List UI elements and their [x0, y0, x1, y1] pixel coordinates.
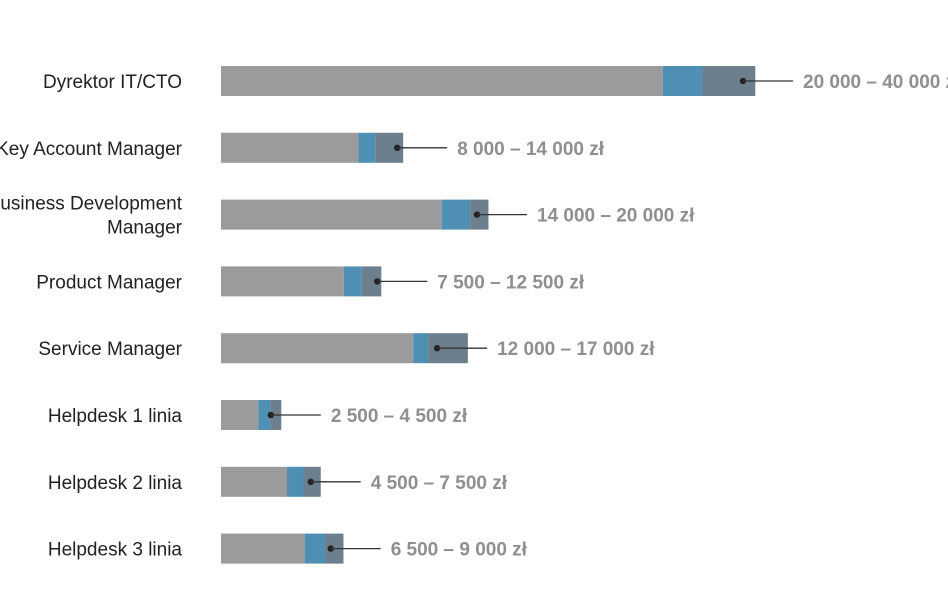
range-marker-dot — [267, 411, 275, 419]
bar-low-segment — [304, 533, 326, 564]
category-label: Business Development — [0, 194, 183, 215]
bar-base-segment — [221, 466, 288, 497]
category-label: Helpdesk 1 linia — [48, 406, 183, 427]
bar-low-segment — [258, 400, 271, 430]
category-label: Helpdesk 3 linia — [48, 540, 183, 561]
bar-low-segment — [441, 199, 471, 230]
range-marker-dot — [433, 345, 441, 352]
bar-high-segment — [361, 266, 382, 297]
range-value-label: 12 000 – 17 000 zł — [497, 339, 655, 360]
bar-low-segment — [358, 132, 376, 163]
range-value-label: 6 500 – 9 000 zł — [391, 540, 528, 561]
range-value-label: 20 000 – 40 000 zł — [803, 72, 948, 93]
bar-base-segment — [221, 66, 663, 96]
bar-low-segment — [413, 333, 429, 364]
bar-base-segment — [221, 400, 259, 430]
bar-base-segment — [221, 132, 359, 163]
category-label: Product Manager — [36, 272, 182, 293]
category-label: Key Account Manager — [0, 139, 183, 160]
range-value-label: 14 000 – 20 000 zł — [537, 206, 695, 227]
range-value-label: 7 500 – 12 500 zł — [437, 272, 585, 293]
range-value-label: 2 500 – 4 500 zł — [331, 406, 468, 427]
category-label: Dyrektor IT/CTO — [43, 72, 182, 93]
bar-low-segment — [662, 66, 703, 96]
category-label: Service Manager — [38, 339, 182, 360]
range-value-label: 8 000 – 14 000 zł — [457, 139, 605, 160]
bar-base-segment — [221, 533, 305, 564]
category-label: Manager — [107, 218, 183, 239]
category-label: Helpdesk 2 linia — [48, 473, 183, 494]
bar-base-segment — [221, 266, 344, 297]
bar-low-segment — [287, 466, 304, 497]
bar-base-segment — [221, 199, 442, 230]
bar-low-segment — [343, 266, 362, 297]
bar-base-segment — [221, 333, 414, 364]
range-value-label: 4 500 – 7 500 zł — [371, 473, 508, 494]
